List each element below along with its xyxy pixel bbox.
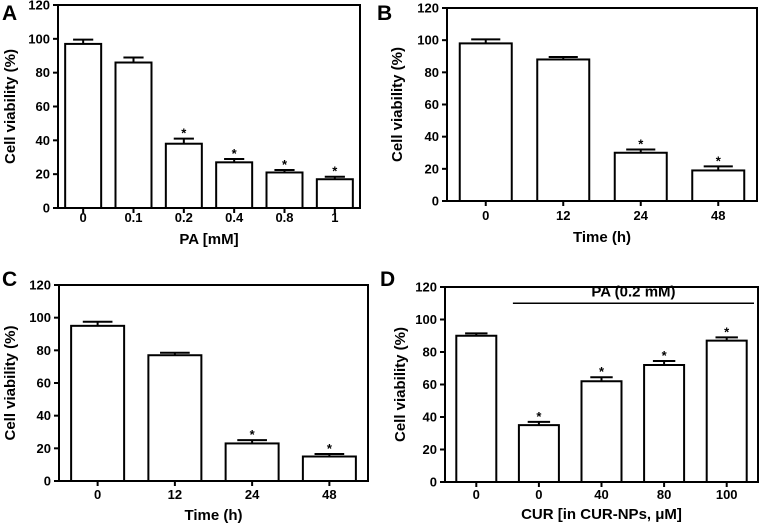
significance-star: * xyxy=(181,126,187,141)
y-tick-label: 100 xyxy=(415,312,437,327)
x-tick-label: 12 xyxy=(168,487,182,502)
panel-c: C 0 20 40 60 80 100 120 Cell viability (%) 0 12 * 24… xyxy=(2,268,369,524)
significance-star: * xyxy=(282,157,288,172)
bar xyxy=(164,142,203,209)
x-tick-label: 0.8 xyxy=(275,210,293,225)
y-tick-label: 120 xyxy=(28,0,50,13)
y-axis-label: Cell viability (%) xyxy=(392,327,409,442)
y-tick-label: 60 xyxy=(37,376,51,391)
bar xyxy=(265,171,304,210)
y-tick-label: 40 xyxy=(423,410,437,425)
axes-frame xyxy=(57,4,361,209)
significance-star: * xyxy=(536,409,542,424)
y-tick-label: 40 xyxy=(36,133,50,148)
panel-letter: B xyxy=(377,2,392,25)
panel-d: D 0 20 40 60 80 100 120 Cell viability (%) 0 * 0 * 40… xyxy=(380,268,759,523)
y-tick-label: 80 xyxy=(423,345,437,360)
x-tick-label: 0.1 xyxy=(124,210,142,225)
y-axis-label: Cell viability (%) xyxy=(2,49,19,164)
x-axis-label: PA [mM] xyxy=(179,231,238,248)
panel-letter: C xyxy=(2,268,17,291)
y-tick-label: 20 xyxy=(423,442,437,457)
y-tick-label: 100 xyxy=(28,31,50,46)
y-tick-label: 100 xyxy=(29,310,51,325)
x-tick-label: 100 xyxy=(716,487,738,502)
x-tick-label: 24 xyxy=(245,487,260,502)
bar xyxy=(643,364,686,483)
significance-star: * xyxy=(250,427,256,442)
y-tick-label: 100 xyxy=(417,33,439,48)
bar xyxy=(215,161,254,209)
bar xyxy=(114,61,153,210)
significance-star: * xyxy=(327,441,333,456)
y-tick-label: 20 xyxy=(425,161,439,176)
significance-star: * xyxy=(716,153,722,168)
x-tick-label: 0.2 xyxy=(175,210,193,225)
y-tick-label: 0 xyxy=(44,474,51,489)
significance-star: * xyxy=(662,348,668,363)
x-tick-label: 0 xyxy=(482,208,489,223)
y-tick-label: 40 xyxy=(37,408,51,423)
y-tick-label: 80 xyxy=(36,65,50,80)
y-tick-label: 20 xyxy=(37,441,51,456)
y-tick-label: 60 xyxy=(425,97,439,112)
bar xyxy=(455,334,498,483)
x-tick-label: 80 xyxy=(657,487,671,502)
y-tick-label: 80 xyxy=(37,343,51,358)
y-tick-label: 120 xyxy=(417,1,439,16)
significance-star: * xyxy=(724,324,730,339)
x-tick-label: 0 xyxy=(473,487,480,502)
y-tick-label: 0 xyxy=(432,194,439,209)
x-tick-label: 48 xyxy=(322,487,336,502)
y-tick-label: 20 xyxy=(36,167,50,182)
bar xyxy=(301,455,357,482)
annotation-label: PA (0.2 mM) xyxy=(591,283,675,300)
panel-a: A 0 20 40 60 80 100 120 Cell viability (%) 0 0.1 * 0… xyxy=(2,0,361,248)
panel-letter: D xyxy=(380,268,395,291)
significance-star: * xyxy=(232,146,238,161)
y-tick-label: 0 xyxy=(43,201,50,216)
significance-star: * xyxy=(599,364,605,379)
y-tick-label: 80 xyxy=(425,65,439,80)
x-axis-label: CUR [in CUR-NPs, μM] xyxy=(521,506,682,523)
x-axis-label: Time (h) xyxy=(184,507,242,524)
y-axis-label: Cell viability (%) xyxy=(389,47,406,162)
panel-letter: A xyxy=(2,2,17,25)
y-tick-label: 120 xyxy=(415,280,437,295)
x-tick-label: 24 xyxy=(634,208,649,223)
bar xyxy=(315,178,354,210)
x-tick-label: 0 xyxy=(80,210,87,225)
bar xyxy=(691,169,746,202)
y-tick-label: 0 xyxy=(430,475,437,490)
x-tick-label: 0 xyxy=(535,487,542,502)
bar xyxy=(70,324,126,483)
x-axis-label: Time (h) xyxy=(573,229,631,246)
bar xyxy=(613,151,668,202)
y-tick-label: 40 xyxy=(425,129,439,144)
y-tick-label: 60 xyxy=(423,377,437,392)
y-tick-label: 60 xyxy=(36,99,50,114)
panel-b: B 0 20 40 60 80 100 120 Cell viability (%) 0 12 * 24… xyxy=(377,1,758,246)
bar xyxy=(147,354,203,483)
x-tick-label: 12 xyxy=(556,208,570,223)
bar xyxy=(580,380,623,483)
bar xyxy=(517,424,560,483)
x-tick-label: 0.4 xyxy=(225,210,244,225)
bar xyxy=(64,42,103,209)
x-tick-label: 0 xyxy=(94,487,101,502)
x-tick-label: 40 xyxy=(594,487,608,502)
y-axis-label: Cell viability (%) xyxy=(2,325,19,440)
y-tick-label: 120 xyxy=(29,278,51,293)
bar xyxy=(224,442,280,482)
bar xyxy=(705,339,748,483)
x-tick-label: 48 xyxy=(711,208,725,223)
significance-star: * xyxy=(638,137,644,152)
significance-star: * xyxy=(332,164,338,179)
bar xyxy=(536,58,591,203)
x-tick-label: 1 xyxy=(331,210,338,225)
bar xyxy=(458,42,513,203)
